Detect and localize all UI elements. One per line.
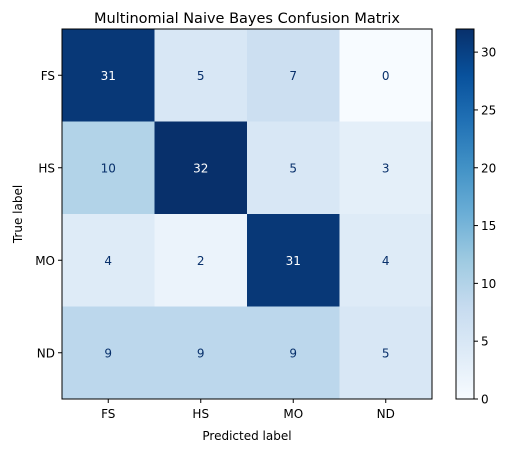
matrix-cell [154,29,248,122]
x-axis-ticks: FS HS MO ND [101,399,395,421]
matrix-cell [154,306,248,400]
y-tick-label: HS [38,161,55,175]
colorbar [455,28,475,400]
colorbar-tick-label: 30 [481,46,496,60]
x-tick-label: MO [283,407,303,421]
matrix-cell [62,29,155,122]
colorbar-tick-label: 10 [481,277,496,291]
colorbar-tick-label: 0 [481,393,489,407]
matrix-cell [339,306,433,400]
cell-value-label: 9 [197,346,205,360]
colorbar-tick-label: 25 [481,103,496,117]
y-tick-label: MO [35,254,55,268]
matrix-cell [247,29,340,122]
cell-value-label: 31 [101,69,116,83]
x-tick-label: ND [377,407,395,421]
y-tick-label: FS [41,69,55,83]
matrix-cell [62,306,155,400]
matrix-cell [154,121,248,215]
matrix-cell [339,121,433,215]
cell-value-label: 31 [286,254,301,268]
x-tick-label: FS [101,407,115,421]
cell-value-label: 5 [289,161,297,175]
y-axis-label: True label [11,185,25,244]
cell-value-label: 4 [382,254,390,268]
cell-value-label: 5 [382,346,390,360]
matrix-cell [62,214,155,307]
colorbar-tick-label: 20 [481,161,496,175]
plot-frame [61,28,433,400]
colorbar-tick-label: 5 [481,335,489,349]
cell-value-label: 32 [193,161,208,175]
matrix-cell [339,29,433,122]
cell-value-label: 5 [197,69,205,83]
matrix-cells: 31 5 7 0 10 32 5 3 4 2 31 4 9 9 9 5 [62,29,433,400]
matrix-cell [154,214,248,307]
cell-value-label: 0 [382,69,390,83]
matrix-cell [247,306,340,400]
matrix-cell [62,121,155,215]
y-tick-label: ND [37,346,55,360]
cell-value-label: 4 [104,254,112,268]
matrix-cell [247,214,340,307]
cell-value-label: 2 [197,254,205,268]
matrix-cell [339,214,433,307]
cell-value-label: 7 [289,69,297,83]
y-axis-ticks: FS HS MO ND [35,69,62,360]
cell-value-label: 9 [289,346,297,360]
x-axis-label: Predicted label [202,429,291,443]
x-tick-label: HS [192,407,209,421]
chart-title: Multinomial Naive Bayes Confusion Matrix [94,11,400,27]
colorbar-ticks: 0 5 10 15 20 25 30 [474,46,496,407]
colorbar-tick-label: 15 [481,219,496,233]
cell-value-label: 9 [104,346,112,360]
cell-value-label: 10 [101,161,116,175]
cell-value-label: 3 [382,161,390,175]
matrix-cell [247,121,340,215]
